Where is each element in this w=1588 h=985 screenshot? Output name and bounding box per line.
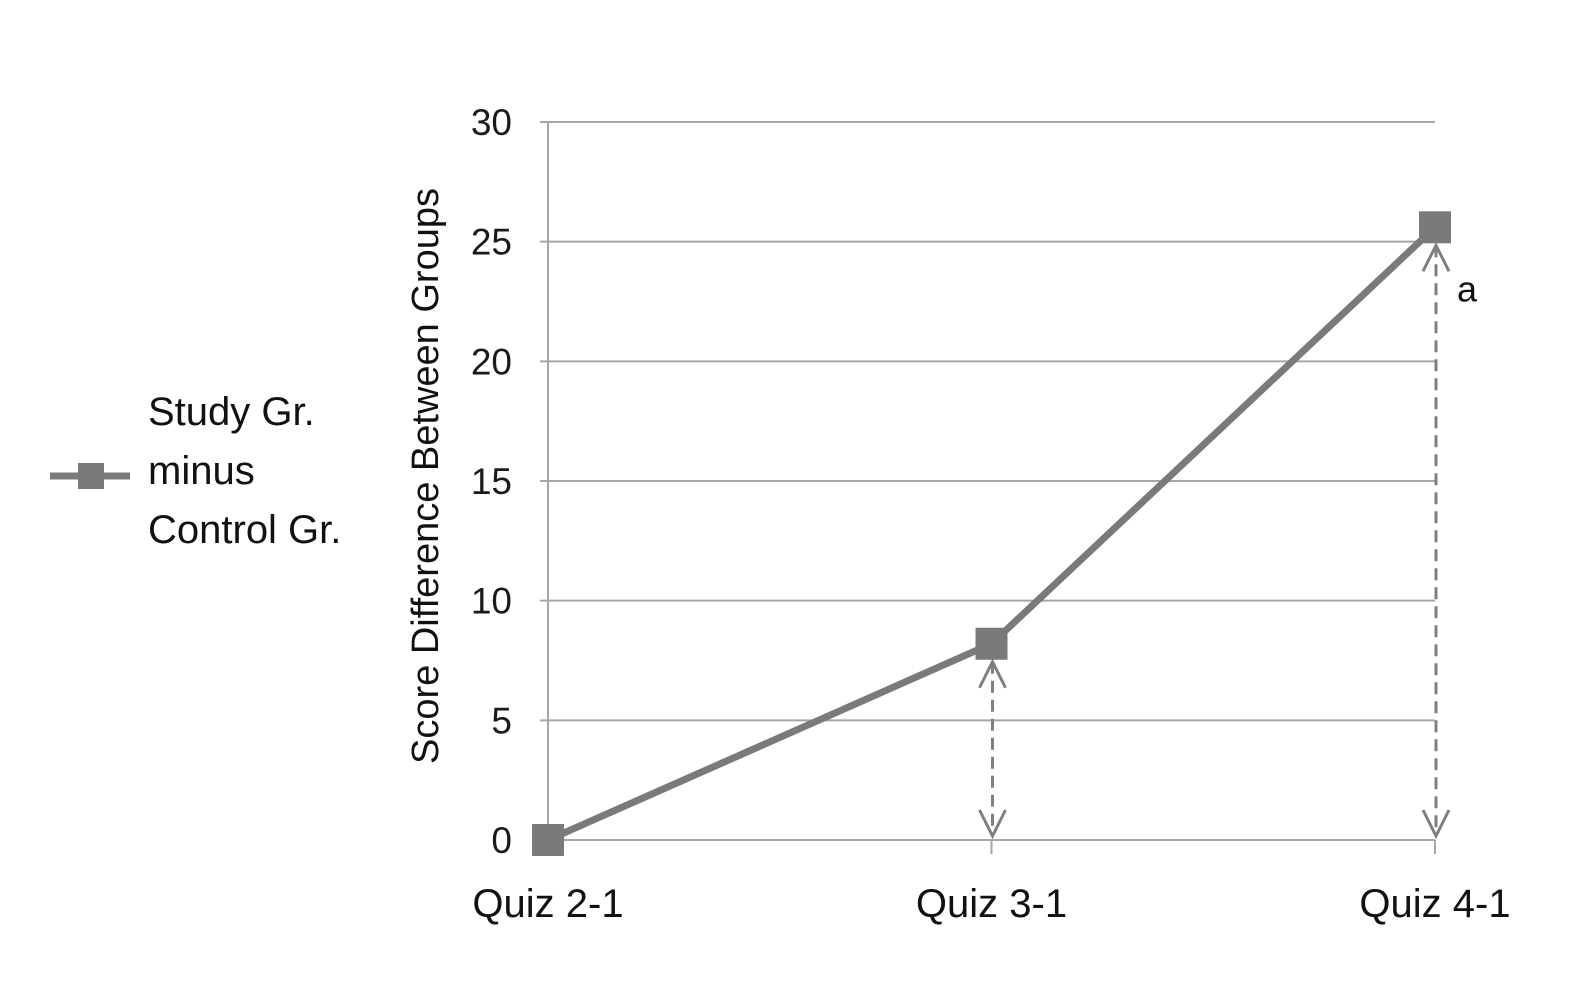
difference-arrow-head-bottom-2: [1421, 809, 1451, 840]
difference-arrow-head-top-2: [1421, 241, 1451, 272]
legend-square-marker: [78, 463, 104, 489]
y-tick-label-0: 0: [491, 820, 512, 861]
x-axis-ticks: Quiz 2-1 Quiz 3-1 Quiz 4-1: [472, 840, 1511, 926]
data-point-0: [532, 824, 564, 856]
y-tick-label-20: 20: [471, 341, 512, 382]
y-axis-title: Score Difference Between Groups: [405, 188, 447, 764]
y-tick-label-10: 10: [471, 581, 512, 622]
data-point-1: [975, 627, 1008, 660]
x-tick-label-0: Quiz 2-1: [472, 882, 623, 926]
x-tick-label-1: Quiz 3-1: [916, 882, 1067, 926]
series-study-minus-control: [532, 211, 1451, 856]
y-tick-label-5: 5: [491, 700, 512, 741]
y-tick-label-25: 25: [471, 222, 512, 263]
legend: Study Gr. minus Control Gr.: [50, 390, 341, 552]
y-tick-label-15: 15: [471, 461, 512, 502]
y-axis-ticks: 0 5 10 15 20 25 30: [471, 102, 512, 861]
legend-label-line-3: Control Gr.: [148, 508, 341, 552]
data-point-2: [1419, 211, 1451, 244]
y-tick-label-30: 30: [471, 102, 512, 143]
difference-arrows: [978, 241, 1451, 840]
annotations: a: [1457, 268, 1478, 309]
x-tick-label-2: Quiz 4-1: [1359, 882, 1510, 926]
difference-arrow-head-top-1: [978, 658, 1007, 689]
annotation-0: a: [1457, 268, 1478, 309]
difference-arrow-head-bottom-1: [978, 809, 1007, 840]
legend-label-line-2: minus: [148, 449, 255, 493]
legend-label-line-1: Study Gr.: [148, 390, 315, 434]
gridlines: [540, 121, 1435, 854]
